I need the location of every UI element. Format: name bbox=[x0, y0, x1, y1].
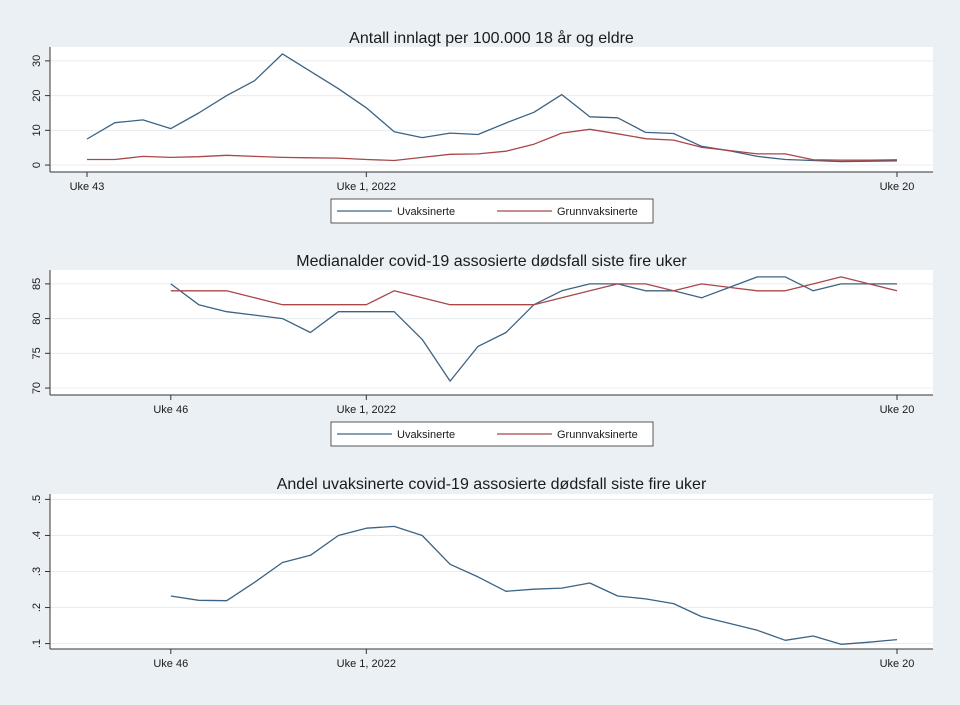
x-tick-label: Uke 46 bbox=[153, 404, 188, 416]
x-tick-label: Uke 20 bbox=[880, 181, 915, 193]
y-tick-label: 10 bbox=[31, 124, 43, 136]
y-tick-label: .1 bbox=[31, 639, 43, 648]
y-tick-label: 85 bbox=[31, 278, 43, 290]
x-tick-label: Uke 43 bbox=[70, 181, 105, 193]
legend-box bbox=[330, 198, 654, 224]
y-tick-label: 75 bbox=[31, 347, 43, 359]
legend-label: Uvaksinerte bbox=[397, 206, 455, 218]
chart-2: Medianalder covid-19 assosierte dødsfall… bbox=[31, 253, 933, 447]
plot-area bbox=[50, 47, 933, 172]
y-tick-label: 80 bbox=[31, 312, 43, 324]
legend: Uvaksinerte Grunnvaksinerte bbox=[330, 198, 654, 224]
x-tick-label: Uke 1, 2022 bbox=[337, 658, 396, 670]
series-line-uvaksinerte bbox=[170, 525, 898, 645]
x-tick-label: Uke 20 bbox=[880, 658, 915, 670]
chart-3: Andel uvaksinerte covid-19 assosierte dø… bbox=[31, 476, 933, 670]
legend-label: Grunnvaksinerte bbox=[557, 429, 638, 441]
legend-label: Uvaksinerte bbox=[397, 429, 455, 441]
y-tick-label: 30 bbox=[31, 55, 43, 67]
chart-1: Antall innlagt per 100.000 18 år og eldr… bbox=[31, 29, 933, 224]
y-tick-label: 20 bbox=[31, 89, 43, 101]
y-tick-label: .5 bbox=[31, 495, 43, 504]
y-tick-label: 0 bbox=[31, 162, 43, 168]
y-tick-label: 70 bbox=[31, 382, 43, 394]
y-tick-label: .2 bbox=[31, 603, 43, 612]
series-line-uvaksinerte bbox=[86, 53, 898, 163]
x-tick-label: Uke 46 bbox=[153, 658, 188, 670]
chart-title: Andel uvaksinerte covid-19 assosierte dø… bbox=[277, 476, 707, 493]
x-tick-label: Uke 1, 2022 bbox=[337, 181, 396, 193]
y-tick-label: .4 bbox=[31, 531, 43, 540]
x-tick-label: Uke 20 bbox=[880, 404, 915, 416]
legend: Uvaksinerte Grunnvaksinerte bbox=[330, 421, 654, 447]
x-tick-label: Uke 1, 2022 bbox=[337, 404, 396, 416]
series-line-grunnvaksinerte bbox=[170, 276, 898, 306]
chart-title: Medianalder covid-19 assosierte dødsfall… bbox=[296, 253, 687, 270]
series-line-grunnvaksinerte bbox=[87, 128, 898, 162]
plot-area bbox=[50, 270, 933, 395]
chart-title: Antall innlagt per 100.000 18 år og eldr… bbox=[349, 29, 634, 47]
y-tick-label: .3 bbox=[31, 567, 43, 576]
legend-label: Grunnvaksinerte bbox=[557, 206, 638, 218]
